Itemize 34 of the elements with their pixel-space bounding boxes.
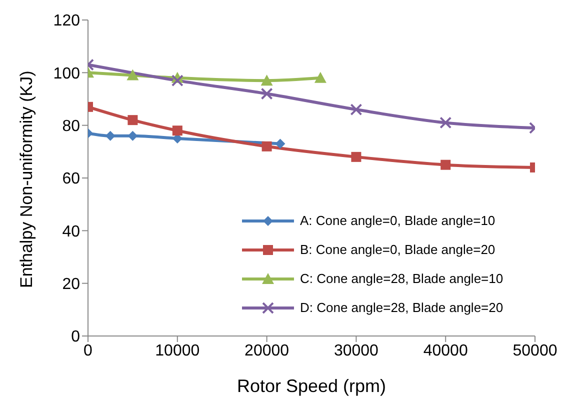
point xyxy=(126,69,139,80)
y-tick-label: 0 xyxy=(71,328,80,346)
legend-label: B: Cone angle=0, Blade angle=20 xyxy=(300,242,496,257)
x-tick-label: 20000 xyxy=(244,342,290,360)
point xyxy=(440,160,451,170)
point xyxy=(260,74,273,86)
point xyxy=(260,88,273,100)
x-tick-label: 0 xyxy=(84,342,93,360)
point xyxy=(171,74,184,87)
y-axis-title: Enthalpy Non-uniformity (KJ) xyxy=(17,70,36,288)
legend-label: C: Cone angle=28, Blade angle=10 xyxy=(300,271,504,286)
y-tick-label: 60 xyxy=(62,170,80,188)
y-tick-label: 20 xyxy=(62,276,80,294)
point xyxy=(128,130,138,141)
point xyxy=(262,141,272,152)
point xyxy=(172,126,182,136)
legend-label: A: Cone angle=0, Blade angle=10 xyxy=(300,213,496,228)
x-axis-title: Rotor Speed (rpm) xyxy=(236,376,386,396)
point xyxy=(440,116,452,129)
point xyxy=(275,138,286,149)
x-tick-label: 40000 xyxy=(423,342,468,360)
y-tick-label: 40 xyxy=(62,223,80,240)
point xyxy=(314,72,326,83)
x-tick-label: 50000 xyxy=(512,342,558,360)
point xyxy=(105,130,116,141)
y-tick-label: 120 xyxy=(53,12,80,30)
point xyxy=(128,115,138,126)
x-tick-label: 30000 xyxy=(334,342,379,360)
y-tick-label: 100 xyxy=(53,65,80,82)
point xyxy=(350,104,362,116)
point xyxy=(351,152,362,162)
x-tick-label: 10000 xyxy=(155,342,200,360)
y-tick-label: 80 xyxy=(62,118,80,136)
legend-label: D: Cone angle=28, Blade angle=20 xyxy=(300,300,504,315)
